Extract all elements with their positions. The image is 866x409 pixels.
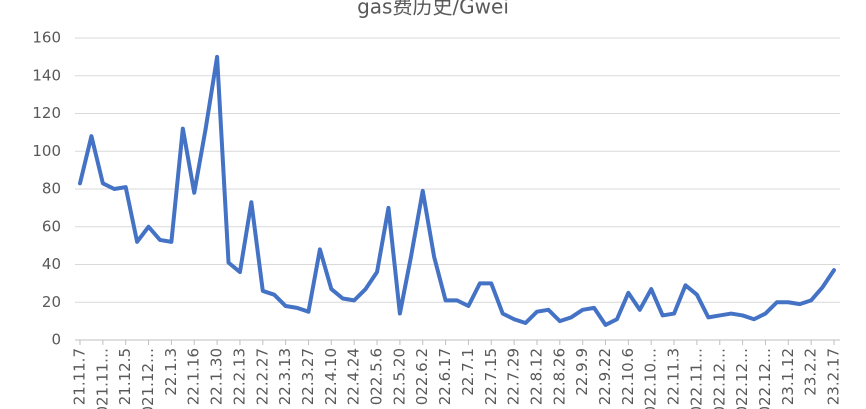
x-tick-label: 21.12.5 <box>116 348 134 405</box>
x-tick-label: 23.1.12 <box>779 348 797 405</box>
y-tick-label: 80 <box>42 180 61 198</box>
x-tick-label: 22.1.3 <box>162 348 180 396</box>
x-tick-label: 022.5.6 <box>368 348 386 405</box>
x-tick-label: 22.8.26 <box>550 348 568 405</box>
x-tick-label: 022.12… <box>710 348 728 409</box>
x-tick-label: 22.8.12 <box>527 348 545 405</box>
y-tick-label: 0 <box>51 331 61 349</box>
x-tick-label: 22.10.6 <box>619 348 637 405</box>
x-tick-label: 022.11… <box>687 348 705 409</box>
y-tick-label: 60 <box>42 217 61 235</box>
y-tick-label: 160 <box>32 29 61 47</box>
y-tick-label: 20 <box>42 293 61 311</box>
x-tick-label: 22.4.24 <box>345 348 363 405</box>
x-tick-label: 22.7.1 <box>459 348 477 396</box>
x-tick-label: 021.11… <box>93 348 111 409</box>
x-tick-label: 23.2.17 <box>825 348 843 405</box>
x-tick-label: 22.7.15 <box>482 348 500 405</box>
x-tick-label: 22.2.13 <box>230 348 248 405</box>
y-tick-label: 140 <box>32 66 61 84</box>
x-tick-label: 22.7.29 <box>505 348 523 405</box>
x-tick-label: 23.2.2 <box>802 348 820 396</box>
chart-title: gas费历史/Gwei <box>357 0 509 19</box>
x-tick-label: 22.2.27 <box>253 348 271 405</box>
x-tick-label: 22.4.10 <box>322 348 340 405</box>
line-series <box>78 54 836 327</box>
x-tick-label: 022.12… <box>756 348 774 409</box>
x-tick-label: 022.10… <box>642 348 660 409</box>
y-tick-label: 40 <box>42 255 61 273</box>
x-tick-label: 22.9.9 <box>573 348 591 396</box>
x-tick-label: 021.12… <box>139 348 157 409</box>
x-tick-label: 22.5.20 <box>390 348 408 405</box>
y-tick-label: 120 <box>32 104 61 122</box>
x-tick-label: 21.11.7 <box>71 348 89 405</box>
x-tick-label: 22.9.22 <box>596 348 614 405</box>
x-tick-label: 22.3.27 <box>299 348 317 405</box>
y-tick-label: 100 <box>32 142 61 160</box>
x-tick-label: 22.3.13 <box>276 348 294 405</box>
x-tick-label: 022.12… <box>733 348 751 409</box>
x-tick-label: 22.1.16 <box>185 348 203 405</box>
x-tick-label: 22.1.30 <box>208 348 226 405</box>
x-tick-label: 22.6.17 <box>436 348 454 405</box>
x-tick-label: 22.11.3 <box>665 348 683 405</box>
x-tick-label: 022.6.2 <box>413 348 431 405</box>
